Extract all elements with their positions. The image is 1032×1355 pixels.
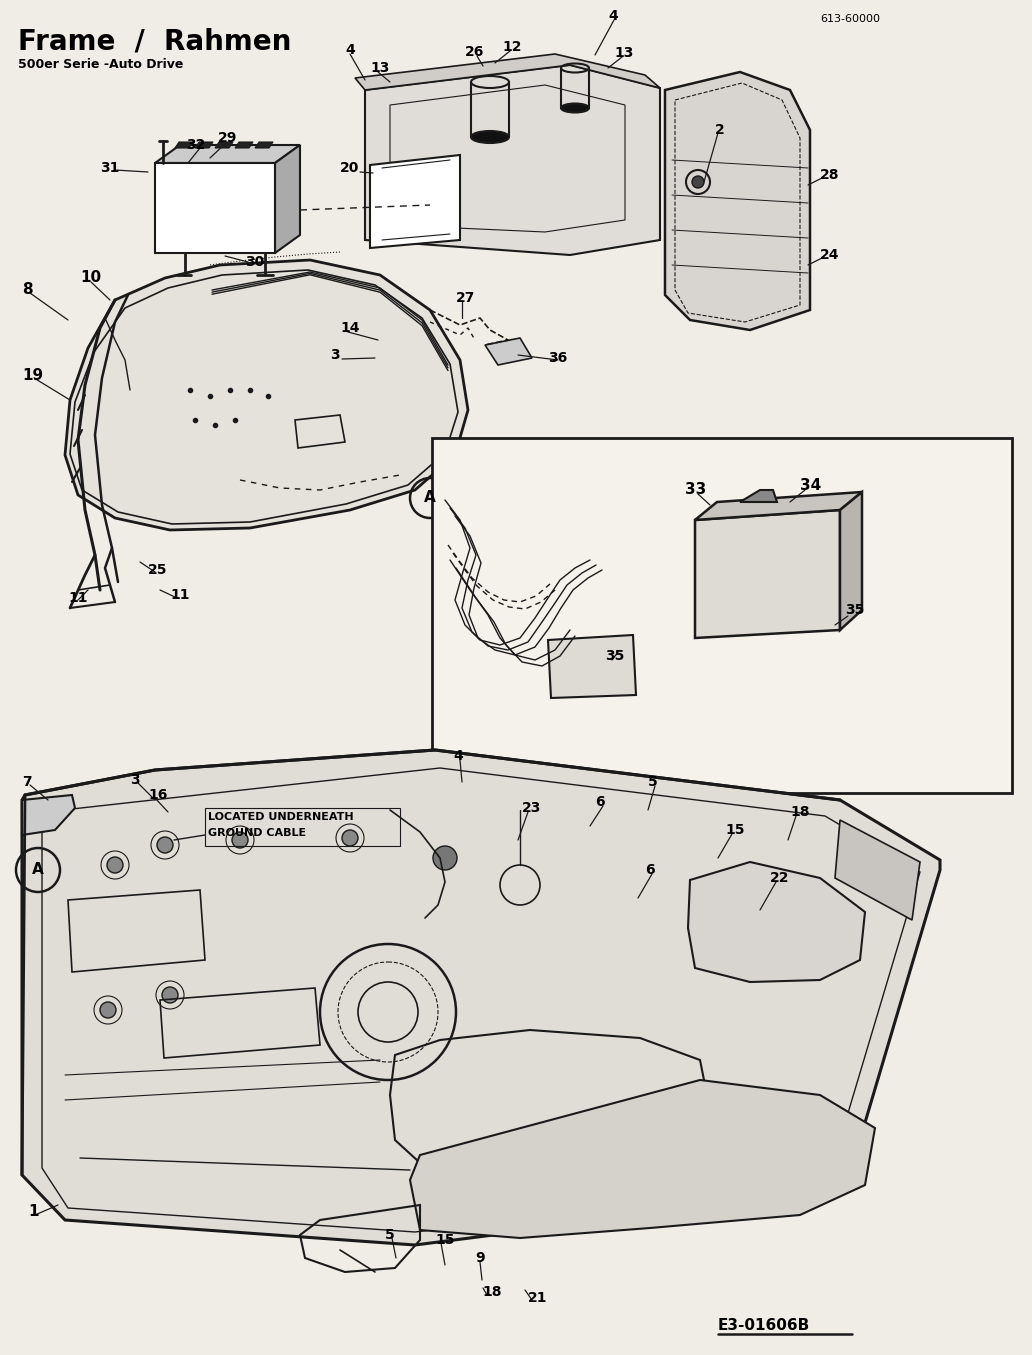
Polygon shape xyxy=(175,142,193,148)
Text: 21: 21 xyxy=(528,1291,548,1305)
Text: LOCATED UNDERNEATH: LOCATED UNDERNEATH xyxy=(208,812,354,822)
Text: 19: 19 xyxy=(22,367,43,382)
Text: 5: 5 xyxy=(648,775,657,789)
Text: 32: 32 xyxy=(186,138,205,152)
Text: 1: 1 xyxy=(28,1205,38,1220)
Text: 26: 26 xyxy=(465,45,484,60)
Text: 11: 11 xyxy=(170,588,190,602)
Text: 13: 13 xyxy=(370,61,389,75)
Text: E3-01606B: E3-01606B xyxy=(718,1318,810,1333)
Circle shape xyxy=(232,832,248,848)
Circle shape xyxy=(162,986,178,1003)
Text: 25: 25 xyxy=(148,562,167,577)
Circle shape xyxy=(100,1001,116,1018)
Circle shape xyxy=(342,831,358,846)
Text: 8: 8 xyxy=(22,282,33,298)
Polygon shape xyxy=(370,154,460,248)
Text: 15: 15 xyxy=(725,822,744,837)
Text: 613-60000: 613-60000 xyxy=(820,14,880,24)
Polygon shape xyxy=(695,492,862,520)
Text: 35: 35 xyxy=(845,603,865,617)
Polygon shape xyxy=(665,72,810,331)
Text: 7: 7 xyxy=(22,775,32,789)
Polygon shape xyxy=(548,635,636,698)
Text: 18: 18 xyxy=(482,1285,502,1299)
Text: 33: 33 xyxy=(685,482,706,497)
Text: 9: 9 xyxy=(475,1251,485,1266)
Circle shape xyxy=(692,176,704,188)
Text: 29: 29 xyxy=(218,131,237,145)
Polygon shape xyxy=(275,145,300,253)
Text: 34: 34 xyxy=(800,477,821,492)
Text: 24: 24 xyxy=(820,248,839,262)
Text: 28: 28 xyxy=(820,168,839,182)
Polygon shape xyxy=(22,795,75,835)
Text: 4: 4 xyxy=(608,9,618,23)
Polygon shape xyxy=(485,337,533,364)
Polygon shape xyxy=(65,260,467,530)
Text: 6: 6 xyxy=(595,795,605,809)
Text: 15: 15 xyxy=(436,1233,454,1247)
Polygon shape xyxy=(688,862,865,982)
Text: 30: 30 xyxy=(245,255,264,270)
Polygon shape xyxy=(835,820,920,920)
Polygon shape xyxy=(215,142,233,148)
Polygon shape xyxy=(840,492,862,630)
Polygon shape xyxy=(155,163,275,253)
Text: GROUND CABLE: GROUND CABLE xyxy=(208,828,307,837)
Polygon shape xyxy=(410,1080,875,1238)
Polygon shape xyxy=(740,491,777,501)
Text: 2: 2 xyxy=(715,123,724,137)
Polygon shape xyxy=(255,142,273,148)
Text: 5: 5 xyxy=(385,1228,395,1243)
Polygon shape xyxy=(432,438,1012,793)
Text: 10: 10 xyxy=(80,271,101,286)
Text: 3: 3 xyxy=(130,772,139,787)
Text: 14: 14 xyxy=(340,321,359,335)
Text: 27: 27 xyxy=(456,291,476,305)
Text: 12: 12 xyxy=(502,41,521,54)
Text: 16: 16 xyxy=(148,789,167,802)
Polygon shape xyxy=(365,65,660,255)
Circle shape xyxy=(107,856,123,873)
Polygon shape xyxy=(355,54,660,89)
Text: 4: 4 xyxy=(453,749,462,763)
Polygon shape xyxy=(195,142,213,148)
Polygon shape xyxy=(235,142,253,148)
Text: 31: 31 xyxy=(100,161,120,175)
Text: 23: 23 xyxy=(522,801,542,814)
Text: Frame  /  Rahmen: Frame / Rahmen xyxy=(18,28,291,56)
Text: 36: 36 xyxy=(548,351,568,364)
Text: 22: 22 xyxy=(770,871,789,885)
Text: 6: 6 xyxy=(645,863,654,877)
Text: A: A xyxy=(424,491,436,505)
Text: 4: 4 xyxy=(345,43,355,57)
Circle shape xyxy=(157,837,173,854)
Text: 3: 3 xyxy=(330,348,340,362)
Circle shape xyxy=(433,846,457,870)
Polygon shape xyxy=(695,509,840,638)
Polygon shape xyxy=(22,751,940,1245)
Ellipse shape xyxy=(471,131,509,144)
Text: 20: 20 xyxy=(340,161,359,175)
Text: 11: 11 xyxy=(68,591,88,604)
Polygon shape xyxy=(155,145,300,163)
Text: 13: 13 xyxy=(614,46,634,60)
Ellipse shape xyxy=(561,103,589,112)
Text: 500er Serie -Auto Drive: 500er Serie -Auto Drive xyxy=(18,58,184,70)
Text: 35: 35 xyxy=(605,649,624,663)
Text: A: A xyxy=(32,863,44,878)
Text: 18: 18 xyxy=(791,805,809,818)
